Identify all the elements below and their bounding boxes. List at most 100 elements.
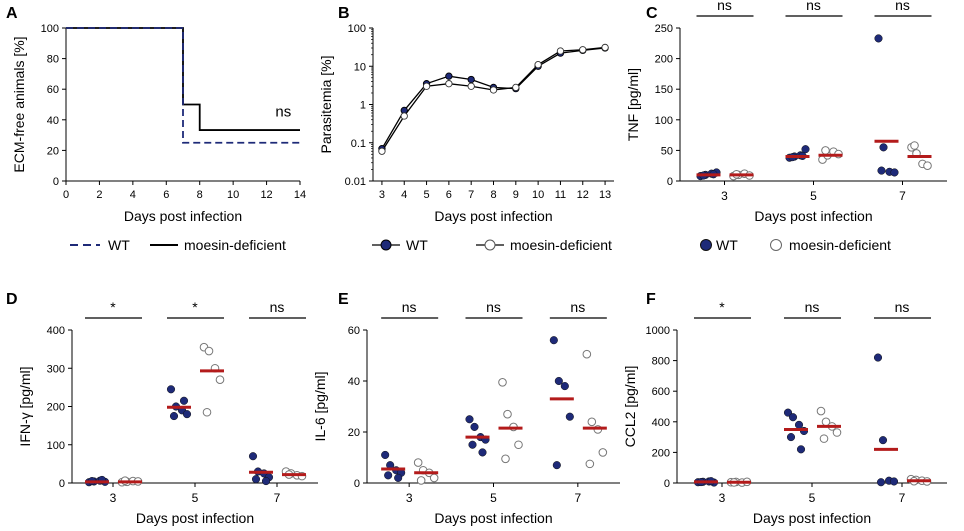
panel-b-xlabel: Days post infection [434, 208, 552, 224]
panel-c-xtick-label: 3 [721, 189, 728, 203]
panel-e-point-wt [560, 382, 569, 391]
panel-d-point-wt [251, 475, 261, 484]
panel-b-series-line-ko [381, 46, 606, 152]
panel-b-point-ko [378, 147, 386, 155]
panel-c-point-ko [923, 161, 932, 170]
panel-b-point-ko [534, 61, 542, 69]
panel-c-label: C [646, 5, 658, 22]
panel-e-point-ko [501, 454, 510, 464]
panel-d-point-ko [215, 375, 225, 385]
panel-b-ytick-label: 0.01 [345, 176, 366, 188]
panel-d-xtick-label: 3 [110, 491, 117, 505]
panel-f-point-ko [816, 406, 826, 416]
panel-f-ytick-label: 0 [664, 478, 670, 490]
panel-a-annotation: ns [275, 104, 291, 121]
panel-e-point-ko [416, 476, 426, 485]
panel-e-point-ko [514, 440, 523, 450]
panel-d-xtick-label: 7 [274, 491, 281, 505]
panel-e-point-ko [598, 448, 608, 457]
panel-b-point-ko [445, 80, 453, 88]
panel-a-ytick-label: 60 [47, 84, 59, 96]
panel-f-sig-label: * [719, 299, 725, 315]
panel-b-point-ko [512, 83, 520, 92]
panel-d-ytick-label: 200 [47, 402, 65, 414]
panel-f-ytick-label: 400 [652, 417, 670, 429]
panel-c-ytick-label: 100 [655, 115, 673, 127]
panel-d-sig-label: ns [270, 299, 285, 315]
panel-e-sig-label: ns [486, 299, 501, 315]
panel-d-point-ko [202, 407, 212, 417]
panel-a-xtick-label: 12 [260, 189, 272, 201]
panel-d: D IFN-γ [pg/ml] Days post infection 0 100 200… [6, 291, 318, 526]
panel-f-xtick-label: 7 [899, 491, 906, 505]
panel-d-ytick-label: 100 [47, 440, 65, 452]
legend-b-wt-marker [380, 239, 392, 251]
panel-f-point-wt [786, 433, 796, 442]
panel-d-ytick-label: 400 [47, 325, 65, 337]
panel-e-point-wt [549, 336, 558, 345]
panel-b-point-wt [467, 75, 475, 84]
panel-b-xtick-label: 6 [446, 189, 452, 201]
panel-f-sig-label: ns [895, 299, 910, 315]
panel-f-point-wt [783, 408, 793, 417]
panel-f-point-wt [796, 445, 806, 454]
panel-c-ytick-label: 250 [655, 23, 673, 35]
panel-f-point-wt [889, 477, 899, 486]
panel-f-ylabel: CCL2 [pg/ml] [622, 366, 638, 448]
panel-c-point-ko [910, 141, 919, 150]
legend-b-ko-label: moesin-deficient [510, 237, 612, 253]
panel-c-sig-label: ns [895, 0, 910, 13]
panel-b-ytick-label: 0.1 [351, 138, 366, 150]
legend-c-wt-label: WT [716, 237, 738, 253]
panel-e: E IL-6 [pg/ml] Days post infection 0 20 40 60 3… [312, 291, 620, 526]
panel-d-label: D [6, 291, 18, 308]
panel-c-xtick-label: 7 [899, 189, 906, 203]
panel-d-xlabel: Days post infection [136, 510, 254, 526]
panel-b-ylabel: Parasitemia [%] [318, 55, 334, 153]
panel-b-xtick-label: 5 [423, 189, 429, 201]
panel-d-point-wt [248, 452, 258, 461]
panel-b-xtick-label: 9 [513, 189, 519, 201]
panel-c-xtick-label: 5 [810, 189, 817, 203]
panel-b-series-line-wt [381, 47, 606, 150]
panel-b-xtick-label: 8 [490, 189, 496, 201]
panel-a-xtick-label: 0 [63, 189, 69, 201]
panel-e-point-ko [429, 473, 439, 483]
panel-f-ytick-label: 800 [652, 356, 670, 368]
panel-b-xtick-label: 10 [532, 189, 544, 201]
panel-e-xtick-label: 7 [574, 491, 581, 505]
panel-a-label: A [6, 5, 18, 22]
panel-e-sig-label: ns [570, 299, 585, 315]
panel-e-point-wt [468, 440, 477, 449]
panel-b-xtick-label: 11 [555, 189, 566, 201]
panel-d-xtick-label: 5 [192, 491, 199, 505]
panel-d-point-wt [179, 396, 189, 405]
panel-b-xtick-label: 3 [379, 189, 385, 201]
panel-b-point-ko [422, 82, 431, 90]
panel-f-point-wt [794, 420, 804, 429]
legend-c-ko-marker [770, 239, 782, 251]
panel-c-sig-label: ns [806, 0, 821, 13]
panel-a-xtick-label: 6 [163, 189, 169, 201]
panel-e-point-ko [587, 417, 597, 427]
panel-c-point-ko [821, 146, 830, 155]
panel-e-xtick-label: 3 [406, 491, 413, 505]
panel-d-ytick-label: 0 [59, 478, 65, 490]
panel-d-point-wt [182, 410, 192, 419]
legend-c-wt-marker [700, 239, 712, 251]
panel-f: F CCL2 [pg/ml] Days post infection 0 200 400 6… [622, 291, 947, 526]
panel-c-ytick-label: 0 [667, 176, 673, 188]
panel-c-ytick-label: 200 [655, 54, 673, 66]
panel-b-ytick-label: 10 [354, 61, 366, 73]
panel-c-point-wt [879, 143, 888, 152]
panel-f-sig-label: ns [805, 299, 820, 315]
panel-b-xtick-label: 12 [577, 189, 589, 201]
panel-a-xtick-label: 8 [197, 189, 203, 201]
panel-f-xtick-label: 3 [719, 491, 726, 505]
panel-e-point-wt [552, 461, 561, 470]
panel-d-ylabel: IFN-γ [pg/ml] [17, 366, 33, 446]
panel-c-point-wt [801, 145, 810, 154]
panel-a-xtick-label: 10 [227, 189, 239, 201]
panel-c-ylabel: TNF [pg/ml] [625, 68, 641, 141]
